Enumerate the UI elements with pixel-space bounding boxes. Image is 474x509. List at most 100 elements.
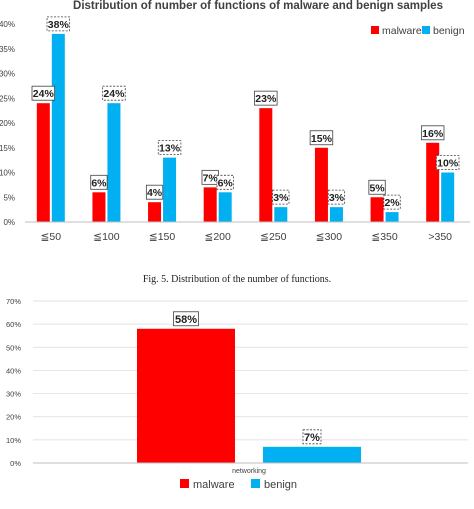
y-tick-label: 60% xyxy=(6,320,21,329)
legend: malware benign xyxy=(371,25,465,37)
chart-functions-distribution: Distribution of number of functions of m… xyxy=(0,0,470,243)
bar-benign xyxy=(218,192,232,222)
bar-malware xyxy=(148,202,162,222)
legend-label-malware: malware xyxy=(193,479,235,491)
legend-swatch-malware xyxy=(180,479,189,488)
bar-benign xyxy=(163,157,177,222)
bar-benign xyxy=(385,212,399,222)
legend-label-benign: benign xyxy=(264,479,297,491)
legend-label-malware: malware xyxy=(382,25,422,37)
bar-series xyxy=(137,328,361,463)
data-label-box xyxy=(31,85,56,101)
data-label-box xyxy=(383,194,401,210)
x-tick-label: ≦250 xyxy=(260,231,286,243)
y-tick-label: 10% xyxy=(0,169,15,178)
x-tick-label: ≦150 xyxy=(149,231,175,243)
y-tick-label: 40% xyxy=(0,20,15,29)
data-label-malware: 58% xyxy=(175,314,197,326)
data-label-box xyxy=(216,174,234,190)
y-tick-label: 30% xyxy=(6,390,21,399)
data-label-box xyxy=(309,130,334,146)
bar-series xyxy=(36,33,455,223)
data-label-benign: 10% xyxy=(437,158,459,170)
y-tick-label: 25% xyxy=(0,94,15,103)
data-label-box xyxy=(90,174,108,190)
y-tick-label: 5% xyxy=(3,193,15,202)
x-tick-label: ≦300 xyxy=(316,231,342,243)
data-label-malware: 5% xyxy=(369,182,385,194)
data-label-benign: 3% xyxy=(273,192,289,204)
bar-malware xyxy=(259,108,273,222)
bar-benign xyxy=(441,172,455,222)
data-label-malware: 16% xyxy=(422,128,444,140)
data-label-malware: 4% xyxy=(147,187,163,199)
data-label-benign: 7% xyxy=(304,432,320,444)
y-tick-label: 30% xyxy=(0,70,15,79)
bar-malware xyxy=(370,197,384,222)
y-tick-label: 35% xyxy=(0,45,15,54)
x-tick-label: >350 xyxy=(428,231,452,243)
legend-label-benign: benign xyxy=(433,25,465,37)
data-label-box xyxy=(420,125,445,141)
data-label-box xyxy=(272,189,290,205)
bar-benign xyxy=(107,103,121,222)
y-axis-ticks: 0% 5% 10% 15% 20% 25% 30% 35% 40% xyxy=(0,20,15,227)
data-label-benign: 38% xyxy=(48,19,70,31)
data-label-box xyxy=(302,429,322,445)
bar-benign xyxy=(329,207,343,222)
legend: malware benign xyxy=(180,479,297,491)
data-label-box xyxy=(102,85,126,101)
y-tick-label: 20% xyxy=(0,119,15,128)
figure-caption: Fig. 5. Distribution of the number of fu… xyxy=(143,274,331,285)
data-label-box xyxy=(435,155,460,170)
y-tick-label: 0% xyxy=(3,218,15,227)
y-tick-label: 20% xyxy=(6,413,21,422)
data-label-box xyxy=(173,311,199,327)
bar-benign xyxy=(51,33,65,223)
gridlines xyxy=(33,300,468,441)
bar-benign xyxy=(274,207,288,222)
data-label-box xyxy=(157,140,182,156)
data-label-benign: 6% xyxy=(218,177,234,189)
y-axis-ticks: 0% 10% 20% 30% 40% 50% 60% 70% xyxy=(6,297,21,468)
bar-malware xyxy=(137,328,235,463)
y-tick-label: 70% xyxy=(6,297,21,306)
bar-malware xyxy=(92,192,106,222)
data-label-benign: 2% xyxy=(384,197,400,209)
y-tick-label: 15% xyxy=(0,144,15,153)
data-label-malware: 23% xyxy=(255,93,277,105)
data-label-malware: 15% xyxy=(311,133,333,145)
data-label-malware: 7% xyxy=(203,172,219,184)
x-tick-label: ≦350 xyxy=(371,231,397,243)
data-label-malware: 24% xyxy=(33,88,55,100)
legend-swatch-benign xyxy=(251,479,260,488)
y-tick-label: 50% xyxy=(6,343,21,352)
x-tick-label: networking xyxy=(232,468,266,475)
data-label-box xyxy=(254,90,278,106)
bar-benign xyxy=(263,446,361,463)
legend-swatch-benign xyxy=(422,26,430,34)
x-tick-label: ≦100 xyxy=(93,231,119,243)
legend-swatch-malware xyxy=(371,26,379,34)
bar-malware xyxy=(36,103,50,222)
data-label-box xyxy=(327,189,346,205)
y-tick-label: 0% xyxy=(10,459,21,468)
bar-malware xyxy=(203,187,217,222)
chart-title: Distribution of number of functions of m… xyxy=(73,0,443,12)
bar-malware xyxy=(426,142,440,222)
data-label-box xyxy=(368,179,386,195)
data-label-benign: 13% xyxy=(159,143,181,155)
data-label-box xyxy=(46,16,71,32)
data-label-benign: 24% xyxy=(103,88,125,100)
x-axis-ticks: networking xyxy=(232,468,266,475)
data-label-box xyxy=(145,184,164,200)
x-tick-label: ≦200 xyxy=(205,231,231,243)
y-tick-label: 10% xyxy=(6,436,21,445)
x-tick-label: ≦50 xyxy=(41,231,62,243)
chart-networking: 0% 10% 20% 30% 40% 50% 60% 70% 58% 7% networking… xyxy=(6,297,468,491)
data-label-benign: 3% xyxy=(329,192,345,204)
data-labels: 24%38%6%24%4%13%7% 6%23%3%15%3%5%2%16%10% xyxy=(31,16,460,210)
data-labels: 58% 7% xyxy=(173,311,322,445)
y-tick-label: 40% xyxy=(6,366,21,375)
